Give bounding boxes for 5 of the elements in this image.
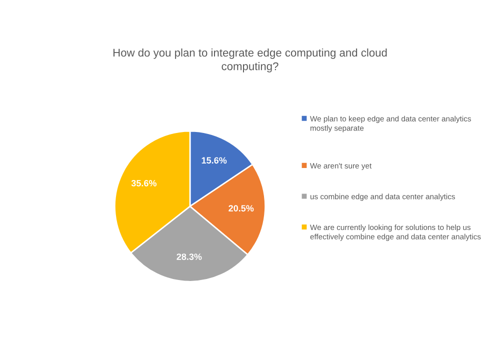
data-label: 15.6% bbox=[202, 157, 227, 164]
chart-title: How do you plan to integrate edge computing and cloud computing? bbox=[113, 48, 387, 72]
data-label: 20.5% bbox=[228, 205, 254, 212]
data-label: 28.3% bbox=[176, 254, 202, 260]
data-label: 35.6% bbox=[131, 180, 157, 186]
